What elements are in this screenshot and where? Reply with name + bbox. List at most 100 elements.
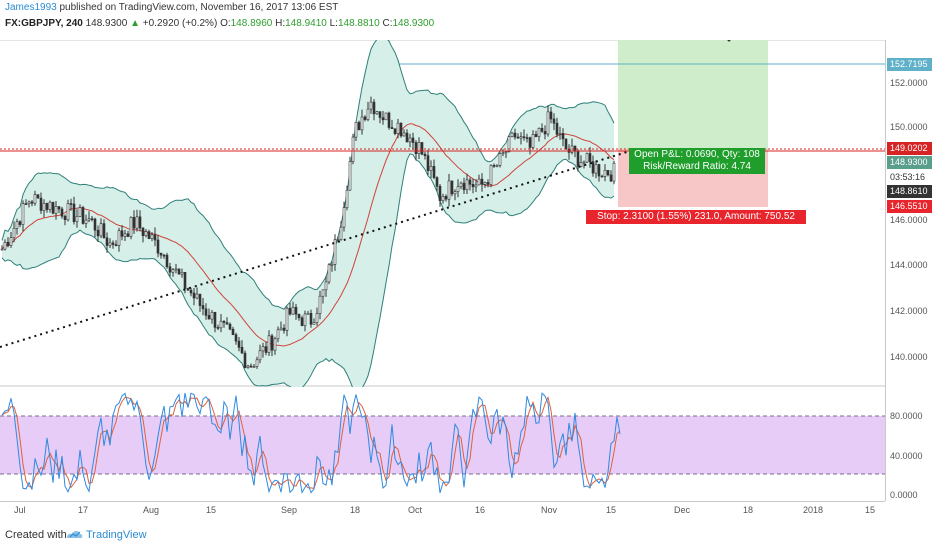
- candle[interactable]: [144, 229, 148, 238]
- candle[interactable]: [465, 173, 469, 194]
- candle[interactable]: [369, 96, 373, 114]
- candle[interactable]: [111, 240, 115, 249]
- candle[interactable]: [84, 214, 88, 228]
- candle[interactable]: [459, 181, 463, 190]
- candles[interactable]: [0, 96, 616, 369]
- candle[interactable]: [120, 225, 124, 241]
- candle[interactable]: [207, 308, 211, 320]
- candle[interactable]: [39, 192, 43, 215]
- candle[interactable]: [348, 156, 352, 191]
- candle[interactable]: [417, 137, 421, 159]
- candle[interactable]: [429, 160, 433, 178]
- candle[interactable]: [219, 314, 223, 333]
- candle[interactable]: [87, 211, 91, 223]
- candle[interactable]: [501, 149, 505, 157]
- candle[interactable]: [384, 112, 388, 121]
- candle[interactable]: [495, 164, 499, 168]
- trendline[interactable]: [0, 150, 631, 348]
- candle[interactable]: [267, 330, 271, 356]
- candle[interactable]: [597, 163, 601, 182]
- candle[interactable]: [414, 140, 418, 161]
- candle[interactable]: [450, 180, 454, 197]
- candle[interactable]: [108, 238, 112, 248]
- candle[interactable]: [546, 105, 550, 137]
- candle[interactable]: [192, 287, 196, 306]
- candle[interactable]: [306, 310, 310, 315]
- candle[interactable]: [600, 174, 604, 178]
- candle[interactable]: [126, 230, 130, 238]
- time-axis[interactable]: Jul 17 Aug 15 Sep 18 Oct 16 Nov 15 Dec 1…: [0, 501, 885, 519]
- candle[interactable]: [423, 151, 427, 160]
- candle[interactable]: [42, 199, 46, 218]
- tradingview-brand-link[interactable]: TradingView: [86, 529, 147, 541]
- candle[interactable]: [519, 132, 523, 145]
- candle[interactable]: [72, 196, 76, 225]
- candle[interactable]: [333, 234, 337, 271]
- position-pnl-label[interactable]: Open P&L: 0.0690, Qty: 108 Risk/Reward R…: [629, 148, 765, 174]
- candle[interactable]: [582, 160, 586, 169]
- candle[interactable]: [186, 287, 190, 291]
- candle[interactable]: [327, 263, 331, 285]
- candle[interactable]: [534, 130, 538, 138]
- candle[interactable]: [471, 178, 475, 194]
- candle[interactable]: [408, 133, 412, 148]
- candle[interactable]: [90, 216, 94, 222]
- candle[interactable]: [3, 239, 7, 251]
- candle[interactable]: [462, 177, 466, 194]
- candle[interactable]: [366, 101, 370, 122]
- candle[interactable]: [387, 111, 391, 130]
- candle[interactable]: [159, 252, 163, 259]
- candle[interactable]: [264, 341, 268, 356]
- candle[interactable]: [114, 240, 118, 247]
- candle[interactable]: [135, 209, 139, 232]
- candle[interactable]: [9, 232, 13, 248]
- candle[interactable]: [153, 227, 157, 247]
- candle[interactable]: [255, 356, 259, 369]
- candle[interactable]: [141, 227, 145, 243]
- candle[interactable]: [168, 262, 172, 277]
- candle[interactable]: [354, 121, 358, 141]
- candle[interactable]: [237, 337, 241, 352]
- candle[interactable]: [6, 237, 10, 248]
- candle[interactable]: [474, 179, 478, 192]
- candle[interactable]: [507, 135, 511, 153]
- candle[interactable]: [438, 184, 442, 207]
- price-axis[interactable]: 152.7195 152.0000 150.0000 149.0202 148.…: [885, 40, 932, 501]
- candle[interactable]: [489, 164, 493, 188]
- candle[interactable]: [345, 185, 349, 211]
- candle[interactable]: [78, 204, 82, 217]
- candle[interactable]: [411, 132, 415, 150]
- candle[interactable]: [24, 199, 28, 205]
- candle[interactable]: [243, 350, 247, 369]
- candle[interactable]: [285, 306, 289, 337]
- candle[interactable]: [225, 317, 229, 325]
- candle[interactable]: [537, 127, 541, 142]
- candle[interactable]: [309, 309, 313, 328]
- profit-zone[interactable]: [618, 40, 768, 149]
- candle[interactable]: [312, 318, 316, 325]
- candle[interactable]: [252, 364, 256, 368]
- candle[interactable]: [498, 152, 502, 168]
- candle[interactable]: [456, 179, 460, 198]
- candle[interactable]: [561, 128, 565, 147]
- tradingview-logo-icon[interactable]: [66, 528, 84, 540]
- candle[interactable]: [393, 128, 397, 136]
- candle[interactable]: [75, 209, 79, 228]
- candle[interactable]: [513, 128, 517, 140]
- candle[interactable]: [48, 200, 52, 213]
- candle[interactable]: [402, 129, 406, 137]
- candle[interactable]: [96, 225, 100, 243]
- candle[interactable]: [189, 287, 193, 297]
- candle[interactable]: [606, 170, 610, 177]
- candle[interactable]: [195, 287, 199, 300]
- candle[interactable]: [558, 126, 562, 140]
- candle[interactable]: [51, 201, 55, 215]
- candle[interactable]: [57, 206, 61, 214]
- candle[interactable]: [93, 217, 97, 238]
- candle[interactable]: [324, 275, 328, 297]
- candle[interactable]: [363, 115, 367, 122]
- candle[interactable]: [453, 189, 457, 201]
- candle[interactable]: [63, 214, 67, 226]
- candle[interactable]: [594, 160, 598, 179]
- candle[interactable]: [480, 173, 484, 192]
